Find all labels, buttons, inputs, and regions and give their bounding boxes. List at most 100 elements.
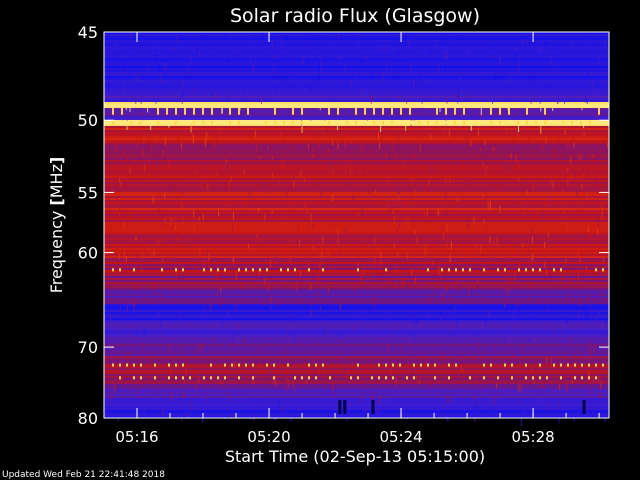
spectrogram-row — [104, 214, 609, 216]
y-axis-label-bracket-close: ] — [47, 157, 66, 164]
spectrogram-speckle — [287, 385, 289, 392]
spectrogram-speckle — [202, 343, 203, 350]
spectrogram-speckle — [605, 318, 607, 326]
spectrogram-speckle — [111, 410, 112, 418]
spectrogram-speckle — [332, 194, 334, 202]
spectrogram-speckle — [195, 391, 197, 398]
spectrogram-speckle — [287, 113, 289, 118]
spectrogram-speckle — [245, 287, 247, 291]
spectrogram-speckle — [511, 387, 513, 396]
spectrogram-speckle — [397, 252, 399, 259]
spectrogram-speckle — [128, 212, 130, 221]
spectrogram-speckle — [390, 333, 392, 337]
spectrogram-speckle — [546, 322, 548, 331]
y-axis-label: Frequency [MHz] — [47, 157, 66, 294]
spectrogram-speckle — [307, 223, 309, 232]
spectrogram-speckle — [306, 139, 308, 148]
spectrogram-speckle — [240, 297, 242, 303]
spectrogram-speckle — [125, 348, 126, 354]
spectrogram-speckle — [123, 221, 125, 230]
spectrogram-speckle — [118, 252, 120, 259]
spectrogram-row — [104, 280, 609, 282]
spectrogram-speckle — [231, 341, 233, 348]
spectrogram-speckle — [218, 209, 220, 217]
spectrogram-speckle — [299, 239, 300, 246]
y-tick-label: 60 — [78, 244, 98, 263]
spectrogram-speckle — [225, 158, 227, 165]
spectrogram-speckle — [392, 209, 394, 215]
spectrogram-speckle — [262, 302, 264, 306]
spectrogram-speckle — [424, 243, 426, 250]
spectrogram-speckle — [287, 330, 289, 340]
spectrogram-speckle — [416, 237, 418, 246]
spectrogram-speckle — [370, 96, 372, 104]
spectrogram-speckle — [200, 183, 202, 189]
spectrogram-speckle — [241, 67, 243, 72]
emission-dot — [154, 363, 156, 367]
spectrogram-speckle — [199, 343, 201, 352]
spectrogram-speckle — [310, 84, 312, 92]
emission-dot — [175, 107, 177, 115]
emission-dot — [399, 363, 401, 367]
spectrogram-speckle — [448, 396, 450, 404]
emission-dot — [273, 376, 275, 380]
spectrogram-speckle — [282, 405, 284, 413]
emission-dot — [463, 107, 465, 115]
spectrogram-speckle — [311, 308, 312, 318]
spectrogram-speckle — [493, 410, 495, 419]
emission-dot — [526, 107, 528, 115]
spectrogram-speckle — [390, 201, 392, 210]
spectrogram-speckle — [355, 73, 357, 80]
spectrogram-speckle — [129, 158, 131, 163]
spectrogram-speckle — [226, 204, 228, 208]
spectrogram-speckle — [258, 269, 260, 275]
emission-dot — [392, 363, 394, 367]
spectrogram-speckle — [395, 323, 397, 329]
spectrogram-speckle — [290, 415, 292, 422]
emission-dot — [273, 363, 275, 367]
spectrogram-speckle — [205, 34, 207, 42]
spectrogram-speckle — [263, 366, 264, 371]
spectrogram-row — [104, 304, 609, 306]
spectrogram-speckle — [518, 124, 519, 133]
emission-dot — [119, 268, 121, 272]
spectrogram-speckle — [277, 301, 279, 307]
spectrogram-speckle — [338, 63, 340, 69]
spectrogram-speckle — [208, 252, 210, 261]
spectrogram-speckle — [145, 328, 146, 336]
spectrogram-speckle — [488, 95, 490, 103]
spectrogram-speckle — [445, 315, 447, 319]
spectrogram-speckle — [272, 69, 274, 77]
spectrogram-speckle — [555, 65, 557, 73]
spectrogram-speckle — [140, 383, 142, 387]
spectrogram-speckle — [546, 293, 548, 301]
spectrogram-speckle — [372, 92, 374, 100]
spectrogram-speckle — [456, 93, 458, 100]
spectrogram-row — [104, 322, 609, 324]
spectrogram-row — [104, 306, 609, 308]
spectrogram-speckle — [235, 302, 237, 311]
spectrogram-speckle — [135, 73, 137, 83]
spectrogram-speckle — [248, 306, 250, 316]
spectrogram-speckle — [129, 167, 131, 174]
spectrogram-speckle — [154, 332, 156, 337]
spectrogram-speckle — [432, 261, 434, 266]
spectrogram-speckle — [112, 56, 113, 64]
y-axis-label-unit: MHz — [47, 164, 66, 198]
spectrogram-speckle — [265, 280, 267, 289]
spectrogram-speckle — [593, 294, 595, 304]
spectrogram-speckle — [599, 333, 601, 337]
spectrogram-speckle — [136, 385, 138, 395]
spectrogram-speckle — [458, 74, 460, 79]
emission-dot — [378, 363, 380, 367]
spectrogram-speckle — [202, 34, 204, 42]
spectrogram-speckle — [226, 391, 228, 396]
spectrogram-speckle — [450, 377, 452, 386]
spectrogram-speckle — [273, 64, 275, 74]
spectrogram-speckle — [337, 125, 338, 131]
spectrogram-speckle — [268, 284, 270, 292]
spectrogram-speckle — [269, 370, 271, 379]
spectrogram-speckle — [494, 74, 496, 80]
spectrogram-speckle — [112, 247, 114, 252]
emission-dot — [511, 363, 513, 367]
